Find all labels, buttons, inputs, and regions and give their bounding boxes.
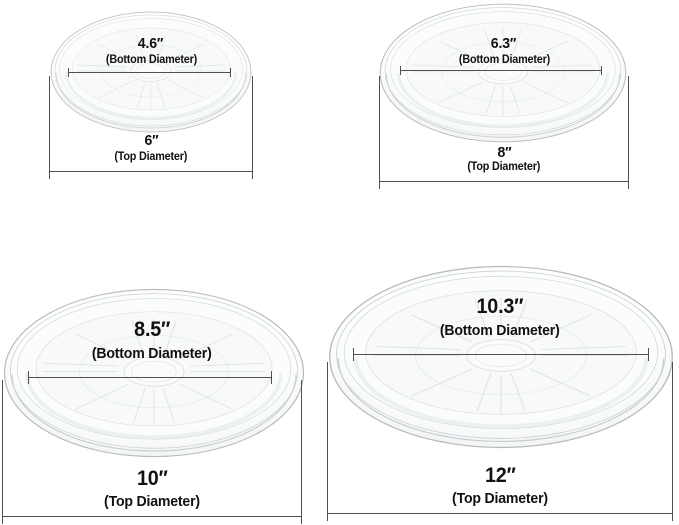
inch-mark: ′′ <box>514 295 524 318</box>
product-figure-12in: 10.3′′ (Bottom Diameter) 12′′ (Top Diame… <box>327 262 673 521</box>
top-diameter-bracket <box>379 76 629 189</box>
top-diameter-bracket <box>327 362 673 521</box>
top-diameter-label: (Top Diameter) <box>467 161 541 173</box>
top-diameter-value: 6′′ <box>49 133 253 149</box>
bottom-diameter-label: (Bottom Diameter) <box>440 322 560 339</box>
value-number: 8 <box>496 144 505 161</box>
top-diameter-label: (Top Diameter) <box>452 490 548 507</box>
bottom-diameter-line <box>400 66 602 75</box>
inch-mark: ′′ <box>504 144 512 161</box>
product-figure-6in: 4.6′′ (Bottom Diameter) 6′′ (Top Diamete… <box>49 0 253 182</box>
bottom-diameter-label: (Bottom Diameter) <box>105 54 197 66</box>
top-diameter-bracket <box>49 76 253 179</box>
bottom-diameter-value: 6.3′′ <box>379 36 629 52</box>
bottom-diameter-value: 10.3′′ <box>327 295 673 318</box>
top-diameter-label: (Top Diameter) <box>114 151 188 163</box>
inch-mark: ′′ <box>151 132 159 149</box>
inch-mark: ′′ <box>157 35 164 52</box>
bottom-diameter-label: (Bottom Diameter) <box>458 54 550 66</box>
top-diameter-value: 8′′ <box>379 145 629 161</box>
inch-mark: ′′ <box>510 35 517 52</box>
bottom-diameter-line <box>68 68 231 77</box>
value-number: 4.6 <box>138 35 158 52</box>
bottom-diameter-line <box>28 371 272 384</box>
inch-mark: ′′ <box>160 318 170 341</box>
value-number: 6 <box>143 132 152 149</box>
top-diameter-value: 10′′ <box>2 467 302 490</box>
bottom-diameter-value: 8.5′′ <box>2 318 302 341</box>
top-diameter-value: 12′′ <box>327 464 673 487</box>
bottom-diameter-label: (Bottom Diameter) <box>92 345 212 362</box>
product-figure-8in: 6.3′′ (Bottom Diameter) 8′′ (Top Diamete… <box>379 0 629 192</box>
value-number: 10.3 <box>476 295 515 318</box>
value-number: 10 <box>136 467 159 490</box>
bottom-diameter-line <box>353 348 649 361</box>
product-figure-10in: 8.5′′ (Bottom Diameter) 10′′ (Top Diamet… <box>2 285 302 525</box>
bottom-diameter-value: 4.6′′ <box>49 36 253 52</box>
inch-mark: ′′ <box>506 464 516 487</box>
value-number: 12 <box>484 464 507 487</box>
value-number: 8.5 <box>134 318 161 341</box>
value-number: 6.3 <box>491 35 511 52</box>
top-diameter-bracket <box>2 380 302 524</box>
top-diameter-label: (Top Diameter) <box>104 493 200 510</box>
inch-mark: ′′ <box>158 467 168 490</box>
